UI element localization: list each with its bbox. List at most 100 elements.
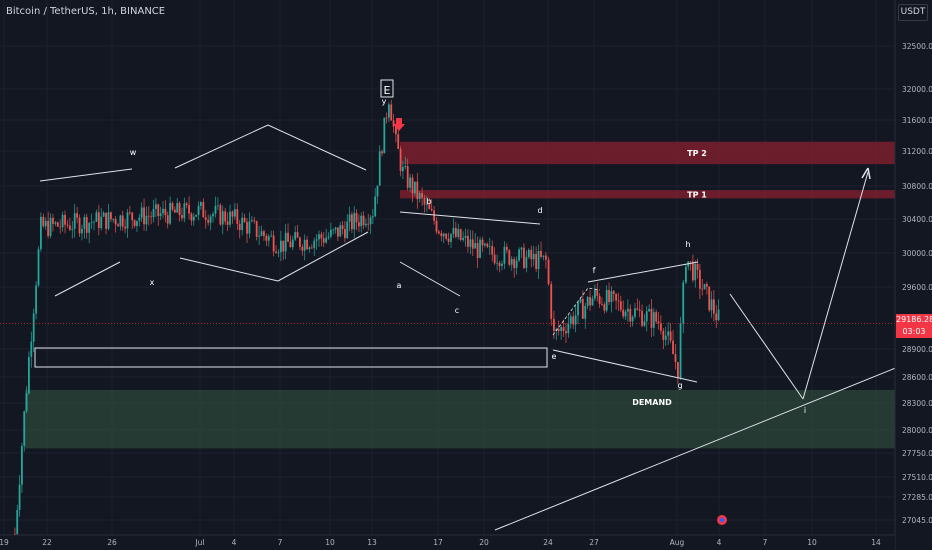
time-axis[interactable]: 19 22 26 Jul 4 7 10 13 17 20 24 27 Aug 4 7 10 14 xyxy=(0,534,895,550)
candle-body xyxy=(296,232,299,238)
candle-body xyxy=(128,212,131,214)
candle-body xyxy=(291,239,294,248)
drawings xyxy=(34,79,899,531)
candle-body xyxy=(327,236,330,238)
trend-line xyxy=(587,261,699,283)
candle-body xyxy=(143,207,145,225)
candle-body xyxy=(367,223,370,225)
candle-body xyxy=(624,311,627,317)
candle-body xyxy=(157,204,160,216)
candle-body xyxy=(365,223,367,226)
candle-body xyxy=(645,311,648,322)
candle-body xyxy=(204,217,207,220)
trend-line xyxy=(399,261,461,297)
zone-tp-1 xyxy=(400,190,895,199)
candle-body xyxy=(664,335,667,340)
price-tick-label: 29600.00 xyxy=(902,283,932,292)
candle-body xyxy=(351,214,353,230)
candle-body xyxy=(246,221,248,234)
trend-line xyxy=(729,293,804,400)
candle-body xyxy=(159,213,162,216)
candle-body xyxy=(272,235,275,252)
candle-body xyxy=(280,240,282,253)
candle-body xyxy=(202,202,205,218)
candle-body xyxy=(537,250,540,270)
candle-body xyxy=(574,315,577,325)
candle-body xyxy=(334,227,337,230)
zone-label: TP 1 xyxy=(687,190,707,199)
time-axis-bg xyxy=(0,535,895,550)
candle-body xyxy=(617,300,620,302)
candle-body xyxy=(217,205,219,207)
candle-body xyxy=(581,298,584,319)
candle-body xyxy=(508,250,511,265)
candle-body xyxy=(469,239,472,247)
candle-body xyxy=(270,235,273,237)
candle-body xyxy=(710,299,713,311)
candle-body xyxy=(105,212,107,229)
candle-body xyxy=(577,302,579,316)
range-box xyxy=(34,347,548,368)
candle-body xyxy=(310,247,313,249)
trend-line xyxy=(277,231,369,282)
candle-body xyxy=(164,208,167,216)
trend-line xyxy=(179,257,279,282)
candle-body xyxy=(59,226,62,228)
time-tick-label: 10 xyxy=(325,538,335,547)
candle-body xyxy=(542,255,545,257)
candle-body xyxy=(325,237,328,243)
candle-body xyxy=(248,221,251,234)
candle-body xyxy=(25,393,28,412)
wave-label-a: a xyxy=(397,281,402,290)
candle-body xyxy=(501,263,503,267)
candle-body xyxy=(381,151,383,154)
wave-label-c: c xyxy=(455,306,459,315)
candle-body xyxy=(221,211,224,225)
candle-body xyxy=(267,236,270,241)
candle-body xyxy=(337,227,339,237)
candle-body xyxy=(488,246,491,247)
candle-body xyxy=(344,228,346,239)
candle-body xyxy=(121,215,124,227)
zones: TP 2 TP 1 DEMAND xyxy=(25,141,895,449)
candle-body xyxy=(518,249,520,261)
candle-body xyxy=(457,229,460,237)
candle-body xyxy=(47,220,50,236)
candle-body xyxy=(696,263,699,270)
candle-body xyxy=(226,221,229,225)
candle-body xyxy=(525,257,528,268)
candle-body xyxy=(418,193,421,200)
wave-label-x: x xyxy=(150,278,155,287)
candle-body xyxy=(294,232,297,240)
candle-body xyxy=(404,166,407,167)
price-tick-label: 30400.00 xyxy=(902,215,932,224)
wave-label-b: b xyxy=(426,197,431,206)
wave-label-y: y xyxy=(382,97,387,106)
price-tick-label: 31200.00 xyxy=(902,147,932,156)
candle-body xyxy=(313,240,316,248)
price-axis-bg xyxy=(895,0,932,550)
candle-body xyxy=(131,212,134,221)
candle-body xyxy=(445,233,448,239)
price-axis[interactable]: 32500.00 32000.00 31600.00 31200.00 30800.00… xyxy=(894,0,932,550)
time-tick-label: 19 xyxy=(0,538,9,547)
candle-body xyxy=(545,255,547,260)
candle-body xyxy=(491,246,494,255)
candle-body xyxy=(390,104,393,121)
candle-body xyxy=(442,233,445,237)
candle-body xyxy=(498,262,501,267)
event-marker-dot xyxy=(719,517,725,523)
candle-body xyxy=(479,239,481,258)
currency-button[interactable]: USDT xyxy=(898,4,928,21)
candle-body xyxy=(355,213,358,223)
candle-body xyxy=(513,258,516,269)
candle-body xyxy=(190,213,193,221)
candle-body xyxy=(454,228,457,237)
candle-body xyxy=(71,228,74,230)
candle-body xyxy=(197,205,200,215)
candle-body xyxy=(515,260,518,269)
candle-body xyxy=(572,316,575,325)
candle-body xyxy=(383,117,386,154)
candle-body xyxy=(339,225,342,237)
